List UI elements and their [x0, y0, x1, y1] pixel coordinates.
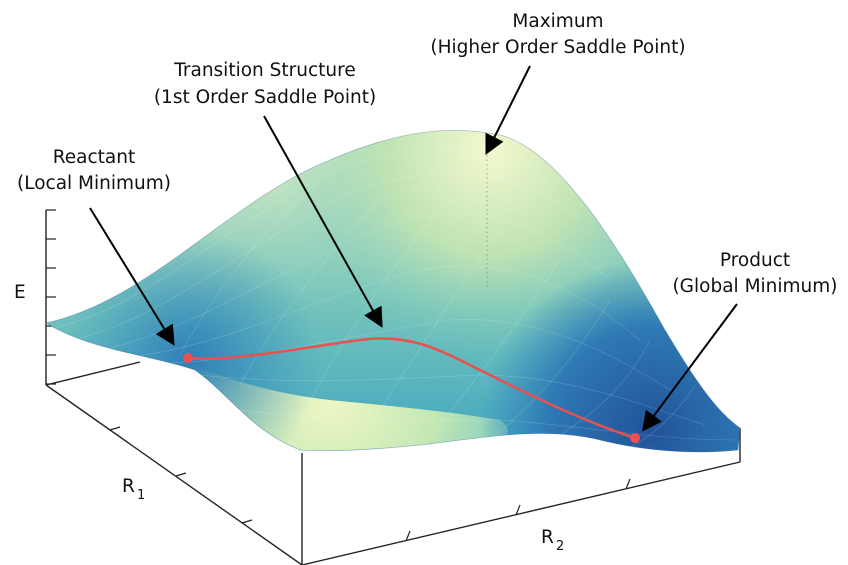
product-arrow [642, 303, 738, 432]
transition-label: Transition Structure (1st Order Saddle P… [154, 60, 376, 108]
reactant-label-line1: Reactant [53, 147, 135, 168]
product-label-line2: (Global Minimum) [672, 276, 837, 297]
reactant-label: Reactant (Local Minimum) [17, 147, 171, 194]
maximum-label: Maximum (Higher Order Saddle Point) [430, 11, 685, 58]
reaction-path [183, 337, 640, 443]
product-point [630, 433, 640, 443]
r2-axis-label: R 2 [541, 527, 564, 554]
product-label-line1: Product [720, 250, 790, 271]
transition-label-line2: (1st Order Saddle Point) [154, 87, 376, 108]
e-axis-label: E [14, 282, 26, 303]
r1-axis-label: R 1 [122, 476, 145, 503]
r2-axis-ticks [405, 478, 631, 542]
reactant-label-line2: (Local Minimum) [17, 173, 171, 194]
r2-axis-label-main: R [541, 527, 554, 548]
r2-axis-label-subscript: 2 [556, 539, 564, 554]
reactant-arrow [89, 207, 175, 346]
r1-axis-ticks [109, 426, 253, 524]
r2-axis-line [301, 461, 741, 565]
e-axis-ticks [46, 209, 56, 385]
reactant-point [183, 353, 193, 363]
maximum-arrow [485, 65, 531, 155]
transition-arrow [263, 115, 383, 328]
r1-axis-line [45, 384, 303, 565]
energy-surface [44, 129, 741, 453]
axis-frame [45, 209, 741, 565]
product-label: Product (Global Minimum) [672, 250, 837, 297]
back-base-line [45, 361, 141, 386]
reaction-path-line [187, 337, 636, 440]
r1-axis-label-main: R [122, 476, 135, 497]
r1-axis-label-subscript: 1 [137, 488, 145, 503]
transition-label-line1: Transition Structure [173, 60, 355, 81]
annotation-arrows [89, 65, 738, 432]
maximum-label-line1: Maximum [512, 11, 603, 32]
maximum-label-line2: (Higher Order Saddle Point) [430, 37, 685, 58]
